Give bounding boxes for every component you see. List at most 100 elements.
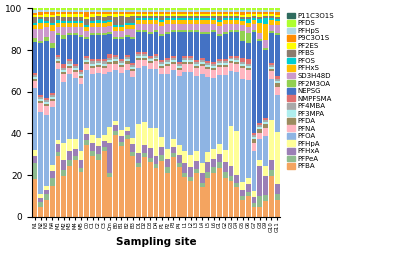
Bar: [246, 196, 251, 217]
Bar: [188, 20, 193, 24]
Bar: [240, 190, 245, 196]
Bar: [263, 120, 268, 122]
Bar: [240, 200, 245, 217]
Bar: [78, 84, 84, 152]
Bar: [136, 20, 141, 24]
Bar: [159, 26, 164, 34]
Bar: [228, 24, 234, 30]
Bar: [246, 80, 251, 178]
Bar: [148, 8, 153, 10]
Bar: [96, 33, 101, 35]
Bar: [125, 127, 130, 131]
Bar: [165, 24, 170, 32]
Bar: [228, 126, 234, 166]
Bar: [154, 32, 158, 54]
Bar: [211, 20, 216, 24]
Bar: [50, 43, 55, 48]
Bar: [269, 8, 274, 10]
Bar: [177, 64, 182, 66]
Bar: [32, 150, 37, 156]
Bar: [275, 87, 280, 95]
Bar: [96, 59, 101, 61]
Bar: [269, 24, 274, 31]
Bar: [263, 40, 268, 48]
Bar: [32, 29, 37, 38]
Bar: [188, 18, 193, 20]
Bar: [56, 8, 60, 10]
Bar: [32, 8, 37, 10]
Bar: [171, 24, 176, 30]
Bar: [56, 55, 60, 57]
Bar: [90, 152, 95, 155]
Bar: [102, 59, 106, 61]
Bar: [206, 65, 210, 67]
Bar: [217, 59, 222, 61]
Bar: [269, 16, 274, 18]
Bar: [234, 131, 239, 175]
Bar: [38, 111, 43, 194]
Bar: [200, 74, 204, 163]
Bar: [38, 43, 43, 95]
Bar: [78, 8, 84, 10]
Bar: [61, 10, 66, 13]
Bar: [108, 32, 112, 34]
Bar: [113, 31, 118, 37]
Bar: [73, 70, 78, 72]
Bar: [177, 167, 182, 217]
Bar: [171, 16, 176, 18]
Bar: [263, 136, 268, 166]
Bar: [171, 56, 176, 58]
Bar: [246, 64, 251, 66]
Bar: [84, 62, 89, 64]
Bar: [113, 8, 118, 10]
Bar: [252, 24, 256, 30]
Bar: [211, 14, 216, 16]
Bar: [211, 16, 216, 18]
Bar: [177, 155, 182, 163]
Bar: [234, 58, 239, 60]
Bar: [246, 13, 251, 14]
Bar: [78, 152, 84, 160]
Bar: [113, 121, 118, 125]
Bar: [269, 13, 274, 14]
Bar: [188, 32, 193, 56]
Bar: [50, 17, 55, 23]
Bar: [188, 8, 193, 10]
Bar: [136, 56, 141, 58]
Bar: [119, 10, 124, 13]
Bar: [234, 32, 239, 56]
Bar: [96, 73, 101, 138]
Bar: [206, 61, 210, 63]
Bar: [148, 12, 153, 14]
Bar: [142, 30, 147, 32]
Bar: [67, 23, 72, 27]
Bar: [171, 58, 176, 60]
Bar: [142, 58, 147, 60]
Bar: [154, 16, 158, 18]
Bar: [84, 13, 89, 17]
Bar: [228, 58, 234, 59]
Bar: [113, 37, 118, 39]
Bar: [142, 14, 147, 16]
Bar: [73, 155, 78, 160]
Bar: [32, 17, 37, 23]
Bar: [228, 182, 234, 217]
Bar: [148, 20, 153, 24]
Bar: [165, 66, 170, 74]
Bar: [159, 14, 164, 16]
Bar: [234, 18, 239, 20]
Bar: [246, 70, 251, 80]
Bar: [44, 37, 49, 41]
Bar: [50, 97, 55, 99]
Bar: [73, 8, 78, 10]
Bar: [228, 166, 234, 175]
Bar: [188, 177, 193, 181]
Bar: [217, 16, 222, 20]
Bar: [240, 19, 245, 21]
Bar: [177, 10, 182, 12]
Bar: [234, 72, 239, 131]
Bar: [119, 13, 124, 14]
Bar: [206, 32, 210, 34]
Bar: [159, 64, 164, 66]
Bar: [275, 21, 280, 25]
